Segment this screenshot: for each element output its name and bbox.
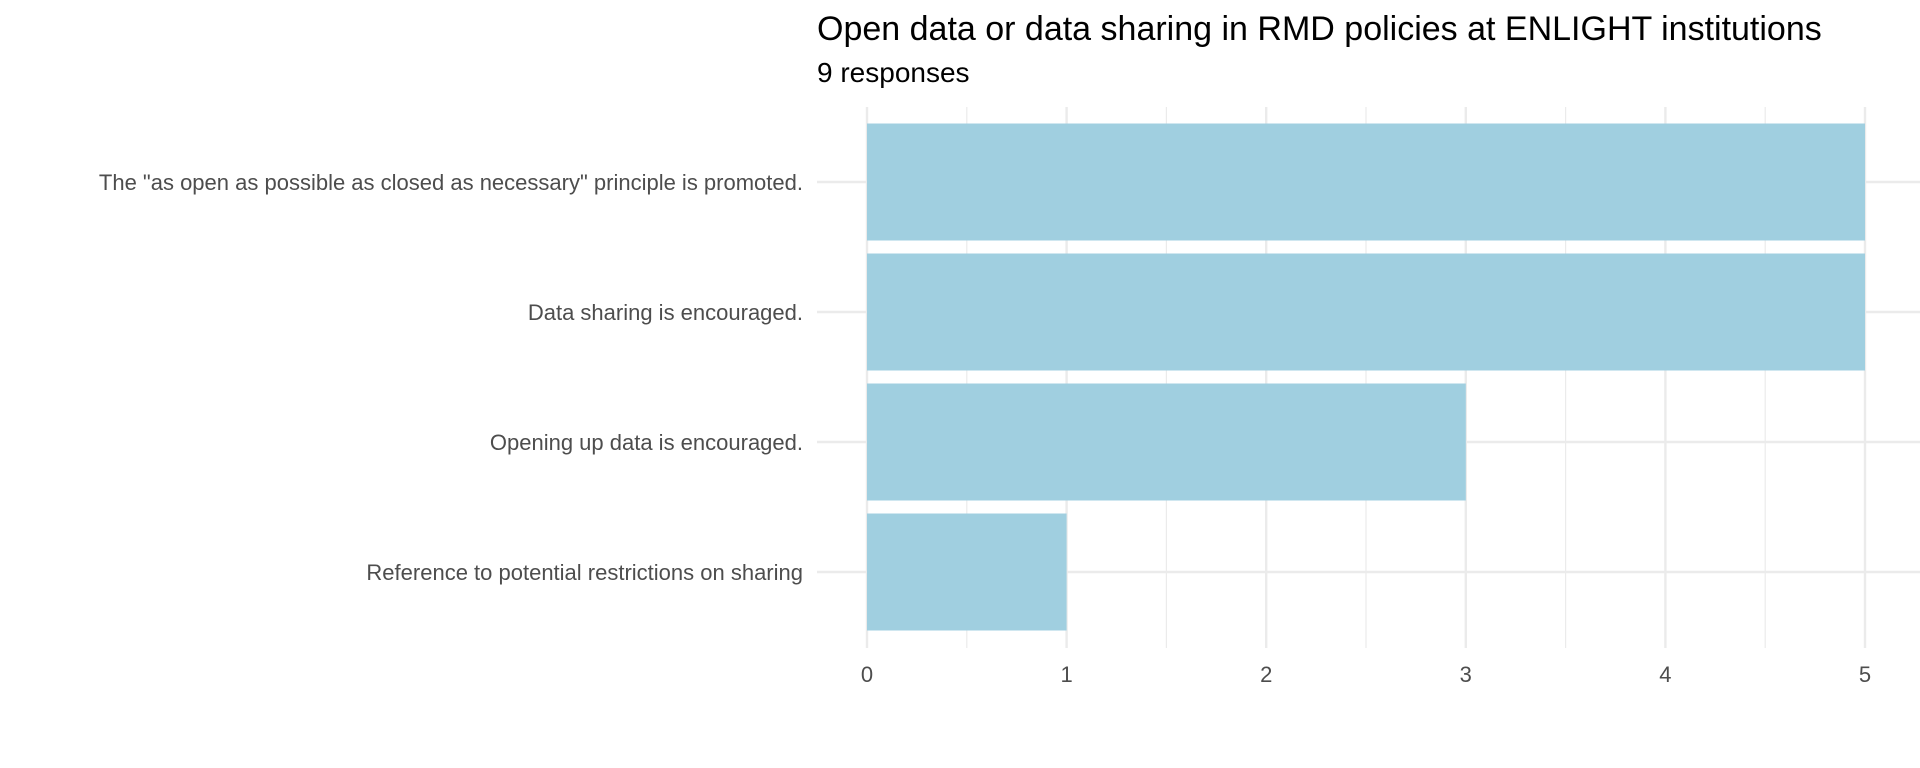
- x-tick-label: 4: [1659, 662, 1671, 687]
- category-label: Data sharing is encouraged.: [528, 300, 803, 325]
- category-label: The "as open as possible as closed as ne…: [99, 170, 803, 195]
- x-axis-tick-labels: 0 1 2 3 4 5: [861, 662, 1871, 687]
- x-tick-label: 3: [1460, 662, 1472, 687]
- bars: [867, 123, 1865, 631]
- x-tick-label: 1: [1060, 662, 1072, 687]
- bar: [867, 253, 1865, 371]
- x-tick-label: 0: [861, 662, 873, 687]
- x-tick-label: 5: [1859, 662, 1871, 687]
- category-label: Reference to potential restrictions on s…: [366, 560, 803, 585]
- category-labels: The "as open as possible as closed as ne…: [99, 170, 803, 585]
- bar: [867, 383, 1466, 501]
- bar: [867, 513, 1067, 631]
- chart-title: Open data or data sharing in RMD policie…: [817, 10, 1822, 48]
- chart-subtitle: 9 responses: [817, 57, 970, 88]
- category-label: Opening up data is encouraged.: [490, 430, 803, 455]
- x-tick-label: 2: [1260, 662, 1272, 687]
- bar: [867, 123, 1865, 241]
